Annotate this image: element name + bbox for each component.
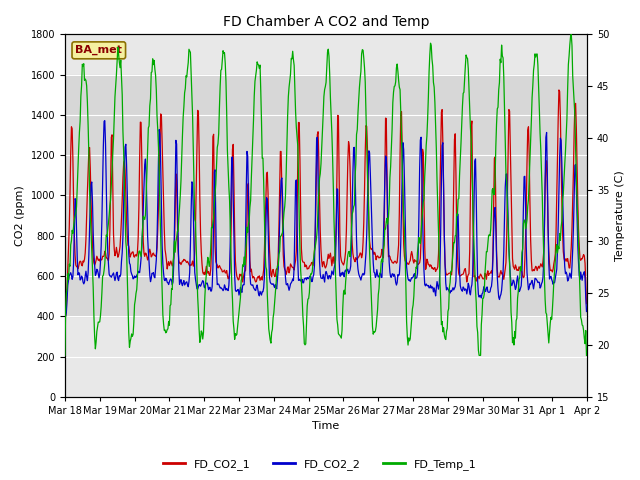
Text: BA_met: BA_met [76, 45, 122, 56]
Bar [65, 74, 588, 316]
Y-axis label: Temperature (C): Temperature (C) [615, 170, 625, 261]
Y-axis label: CO2 (ppm): CO2 (ppm) [15, 185, 25, 246]
X-axis label: Time: Time [312, 421, 340, 432]
Legend: FD_CO2_1, FD_CO2_2, FD_Temp_1: FD_CO2_1, FD_CO2_2, FD_Temp_1 [159, 455, 481, 474]
Title: FD Chamber A CO2 and Temp: FD Chamber A CO2 and Temp [223, 15, 429, 29]
